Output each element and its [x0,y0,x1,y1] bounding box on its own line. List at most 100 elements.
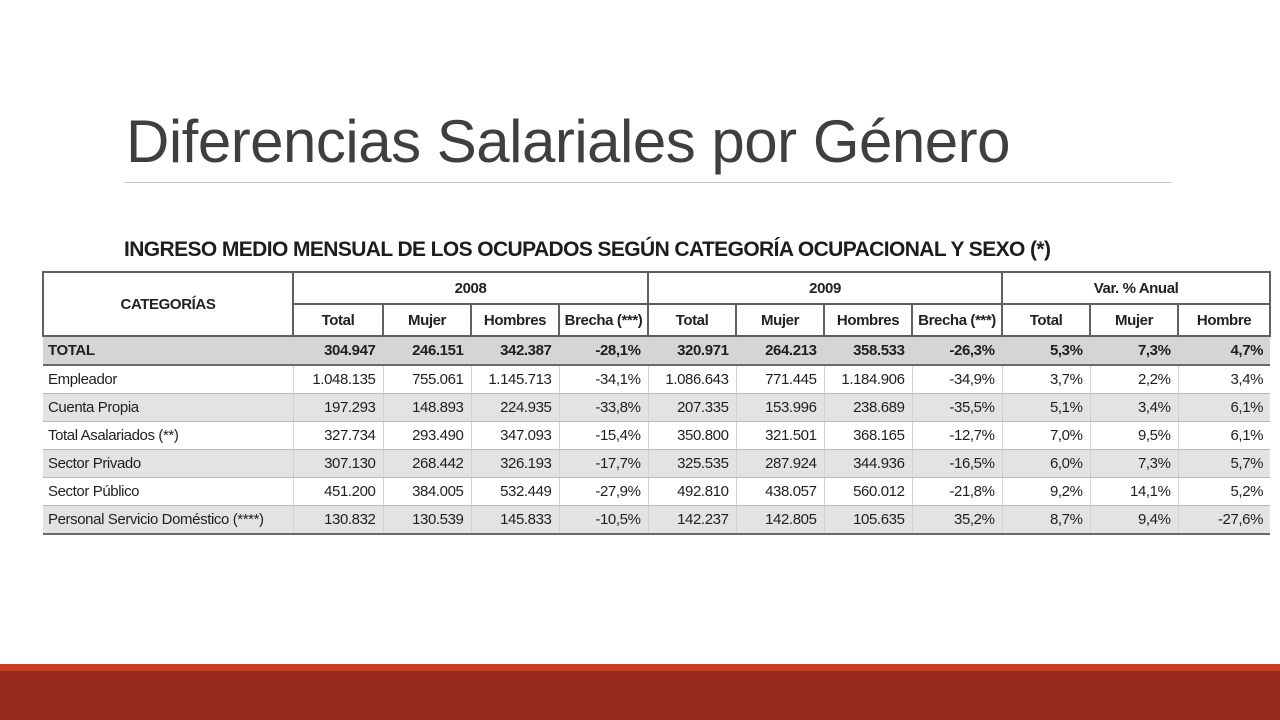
category-header: CATEGORÍAS [42,271,294,337]
table-cell: 321.501 [735,421,825,450]
column-header: Hombres [470,303,560,337]
table-cell: 7,3% [1089,449,1179,478]
table-cell: 224.935 [470,393,559,422]
table-cell: 142.805 [735,505,825,535]
table-cell: -35,5% [911,393,1003,422]
row-label: Total Asalariados (**) [43,421,293,450]
row-label: TOTAL [43,336,293,366]
table-cell: 2,2% [1089,365,1179,394]
table-header-row-columns: Total Mujer Hombres Brecha (***) Total M… [43,303,1272,337]
footer-bar [0,664,1280,720]
table-cell: 325.535 [647,449,737,478]
table-cell: 197.293 [292,393,383,422]
table-cell: 451.200 [292,477,383,506]
column-header: Brecha (***) [557,303,650,337]
table-cell: 246.151 [382,336,471,366]
row-label: Cuenta Propia [43,393,293,422]
table-cell: -28,1% [558,336,649,366]
table-cell: 320.971 [647,336,737,366]
column-header: Total [647,303,738,337]
table-cell: 130.832 [292,505,383,535]
table-cell: 492.810 [647,477,737,506]
table-cell: 1.086.643 [647,365,737,394]
table-cell: 6,1% [1177,393,1271,422]
table-cell: -34,9% [911,365,1003,394]
table-cell: 1.145.713 [470,365,559,394]
row-label: Sector Privado [43,449,293,478]
table-row: TOTAL 304.947 246.151 342.387 -28,1% 320.971 2… [43,336,1271,366]
table-cell: 344.936 [823,449,913,478]
row-label: Sector Público [43,477,293,506]
column-header: Mujer [1089,303,1180,337]
table-cell: 342.387 [470,336,559,366]
row-label: Empleador [43,365,293,394]
table-cell: 3,4% [1089,393,1179,422]
table-cell: 7,0% [1001,421,1091,450]
table-cell: 1.048.135 [292,365,383,394]
table-cell: 5,7% [1177,449,1271,478]
table-cell: -26,3% [911,336,1003,366]
table-cell: 6,1% [1177,421,1271,450]
column-header: Hombre [1177,303,1272,337]
column-header: Mujer [735,303,826,337]
salary-table: CATEGORÍAS 2008 2009 Var. % Anual Total … [42,271,1272,535]
table-cell: 7,3% [1089,336,1179,366]
table-cell: 14,1% [1089,477,1179,506]
table-cell: 4,7% [1177,336,1271,366]
table-cell: 6,0% [1001,449,1091,478]
table-cell: 142.237 [647,505,737,535]
table-header-row-groups: CATEGORÍAS 2008 2009 Var. % Anual [42,271,1272,337]
table-cell: -12,7% [911,421,1003,450]
table-cell: -33,8% [558,393,649,422]
table-cell: 368.165 [823,421,913,450]
row-label: Personal Servicio Doméstico (****) [43,505,293,535]
table-cell: 5,2% [1177,477,1271,506]
table-cell: 771.445 [735,365,825,394]
table-row: Sector Público 451.200 384.005 532.449 -27,9… [43,477,1271,506]
table-cell: 9,5% [1089,421,1179,450]
table-cell: -15,4% [558,421,649,450]
table-cell: 148.893 [382,393,471,422]
table-cell: 532.449 [470,477,559,506]
table-cell: 307.130 [292,449,383,478]
table-cell: 9,4% [1089,505,1179,535]
table-cell: 207.335 [647,393,737,422]
table-title: INGRESO MEDIO MENSUAL DE LOS OCUPADOS SE… [124,238,1051,261]
table-cell: 438.057 [735,477,825,506]
group-header-2009: 2009 [647,271,1004,305]
table-cell: 327.734 [292,421,383,450]
slide-title: Diferencias Salariales por Género [126,108,1010,175]
table-cell: 5,1% [1001,393,1091,422]
title-divider [124,182,1172,183]
table-cell: -17,7% [558,449,649,478]
table-cell: 350.800 [647,421,737,450]
table-cell: 8,7% [1001,505,1091,535]
table-cell: -10,5% [558,505,649,535]
footer-accent-line [0,664,1280,671]
table-cell: 326.193 [470,449,559,478]
table-cell: -21,8% [911,477,1003,506]
table-cell: 130.539 [382,505,471,535]
table-cell: 293.490 [382,421,471,450]
table-cell: 105.635 [823,505,913,535]
table-cell: 304.947 [292,336,383,366]
table-row: Personal Servicio Doméstico (****) 130.83… [43,505,1271,535]
table-cell: 145.833 [470,505,559,535]
group-header-var-anual: Var. % Anual [1001,271,1272,305]
table-cell: 3,7% [1001,365,1091,394]
table-cell: 268.442 [382,449,471,478]
table-cell: 755.061 [382,365,471,394]
table-cell: 347.093 [470,421,559,450]
table-cell: 35,2% [911,505,1003,535]
table-cell: 560.012 [823,477,913,506]
column-header: Total [292,303,384,337]
table-cell: -27,6% [1177,505,1271,535]
table-row: Empleador 1.048.135 755.061 1.145.713 -34,1%… [43,365,1271,394]
table-cell: 5,3% [1001,336,1091,366]
group-header-2008: 2008 [291,271,650,305]
column-header: Brecha (***) [911,303,1004,337]
table-row: Cuenta Propia 197.293 148.893 224.935 -33,8%… [43,393,1271,422]
table-cell: 358.533 [823,336,913,366]
table-cell: -34,1% [558,365,649,394]
table-cell: 3,4% [1177,365,1271,394]
